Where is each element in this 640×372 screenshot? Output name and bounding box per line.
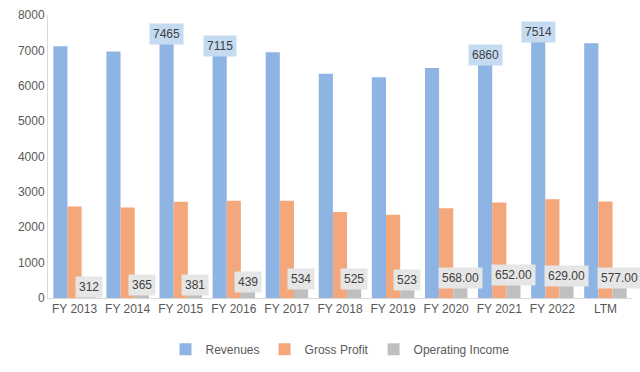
svg-text:439: 439 (238, 275, 258, 289)
svg-text:Revenues: Revenues (206, 343, 260, 357)
svg-text:525: 525 (344, 272, 364, 286)
svg-text:7514: 7514 (525, 25, 552, 39)
svg-text:FY 2020: FY 2020 (424, 302, 469, 316)
svg-text:Operating Income: Operating Income (414, 343, 510, 357)
svg-text:365: 365 (132, 278, 152, 292)
svg-text:FY 2019: FY 2019 (371, 302, 416, 316)
svg-text:629.00: 629.00 (548, 269, 585, 283)
svg-text:568.00: 568.00 (442, 271, 479, 285)
svg-text:FY 2018: FY 2018 (317, 302, 362, 316)
svg-text:534: 534 (291, 272, 311, 286)
svg-text:523: 523 (397, 273, 417, 287)
svg-text:Gross Profit: Gross Profit (305, 343, 369, 357)
svg-text:1000: 1000 (18, 256, 45, 270)
svg-text:7465: 7465 (153, 27, 180, 41)
svg-text:5000: 5000 (18, 114, 45, 128)
svg-text:FY 2015: FY 2015 (158, 302, 203, 316)
svg-text:6000: 6000 (18, 79, 45, 93)
svg-text:FY 2021: FY 2021 (477, 302, 522, 316)
svg-text:7115: 7115 (207, 39, 233, 53)
svg-text:381: 381 (185, 278, 205, 292)
svg-text:FY 2014: FY 2014 (105, 302, 150, 316)
svg-text:FY 2016: FY 2016 (211, 302, 256, 316)
svg-text:4000: 4000 (18, 150, 45, 164)
svg-text:652.00: 652.00 (495, 268, 532, 282)
svg-text:FY 2022: FY 2022 (530, 302, 575, 316)
svg-text:6860: 6860 (472, 48, 499, 62)
svg-text:3000: 3000 (18, 185, 45, 199)
svg-text:FY 2013: FY 2013 (52, 302, 97, 316)
svg-text:577.00: 577.00 (601, 271, 638, 285)
svg-text:8000: 8000 (18, 8, 45, 22)
svg-text:7000: 7000 (18, 44, 45, 58)
svg-text:LTM: LTM (594, 302, 617, 316)
svg-text:312: 312 (79, 280, 99, 294)
svg-text:FY 2017: FY 2017 (264, 302, 309, 316)
svg-text:2000: 2000 (18, 220, 45, 234)
svg-text:0: 0 (38, 291, 45, 305)
